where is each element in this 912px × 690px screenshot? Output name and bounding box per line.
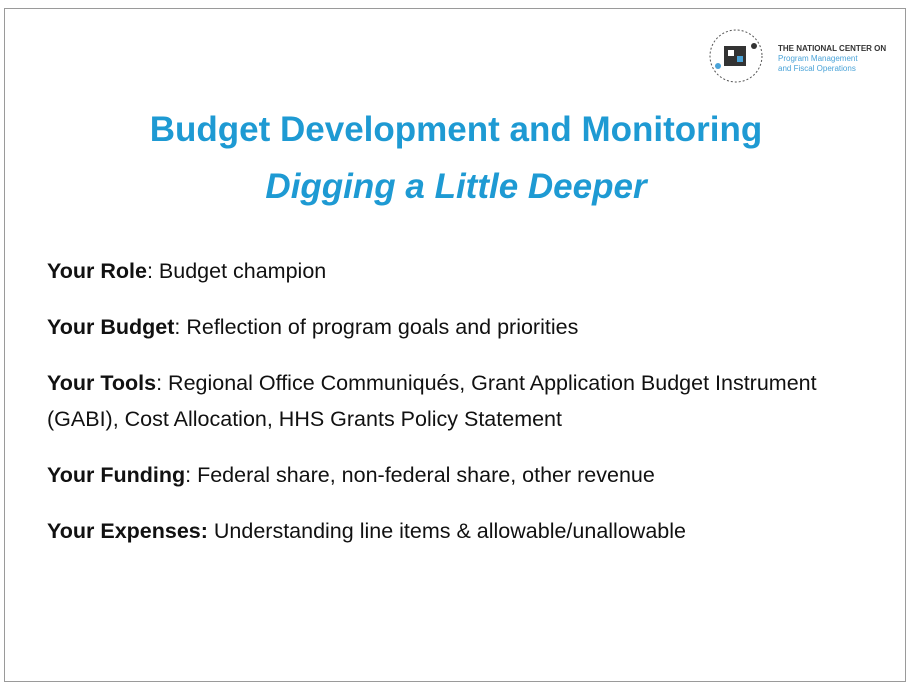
item-text: : Regional Office Communiqués, Grant App… xyxy=(47,371,817,431)
item: Your Expenses: Understanding line items … xyxy=(47,513,857,549)
logo-line: THE NATIONAL CENTER ON xyxy=(778,44,887,53)
item: Your Tools: Regional Office Communiqués,… xyxy=(47,365,857,437)
logo xyxy=(709,29,763,83)
logo-line: Program Management xyxy=(778,54,858,63)
logo-line: and Fiscal Operations xyxy=(778,64,856,73)
slide xyxy=(4,8,906,682)
item-label: Your Funding xyxy=(47,463,186,487)
item: Your Role: Budget champion xyxy=(47,253,857,289)
item-text: : Budget champion xyxy=(146,259,327,283)
item-list: Your Role: Budget champion Your Budget: R… xyxy=(47,253,857,569)
title: Budget Development and Monitoring xyxy=(149,110,763,149)
item: Your Funding: Federal share, non-federal… xyxy=(47,457,857,493)
item-label: Your Tools xyxy=(47,371,157,395)
item: Your Budget: Reflection of program goals… xyxy=(47,309,857,345)
subtitle: Digging a Little Deeper xyxy=(265,167,647,206)
item-label: Your Expenses: xyxy=(47,519,208,543)
item-label: Your Role xyxy=(47,259,147,283)
item-text: : Federal share, non-federal share, othe… xyxy=(185,463,655,487)
item-label: Your Budget xyxy=(47,315,175,339)
item-text: Understanding line items & allowable/una… xyxy=(207,519,686,543)
logo-text: THE NATIONAL CENTER ON Program Managemen… xyxy=(778,44,886,74)
item-text: : Reflection of program goals and priori… xyxy=(174,315,579,339)
